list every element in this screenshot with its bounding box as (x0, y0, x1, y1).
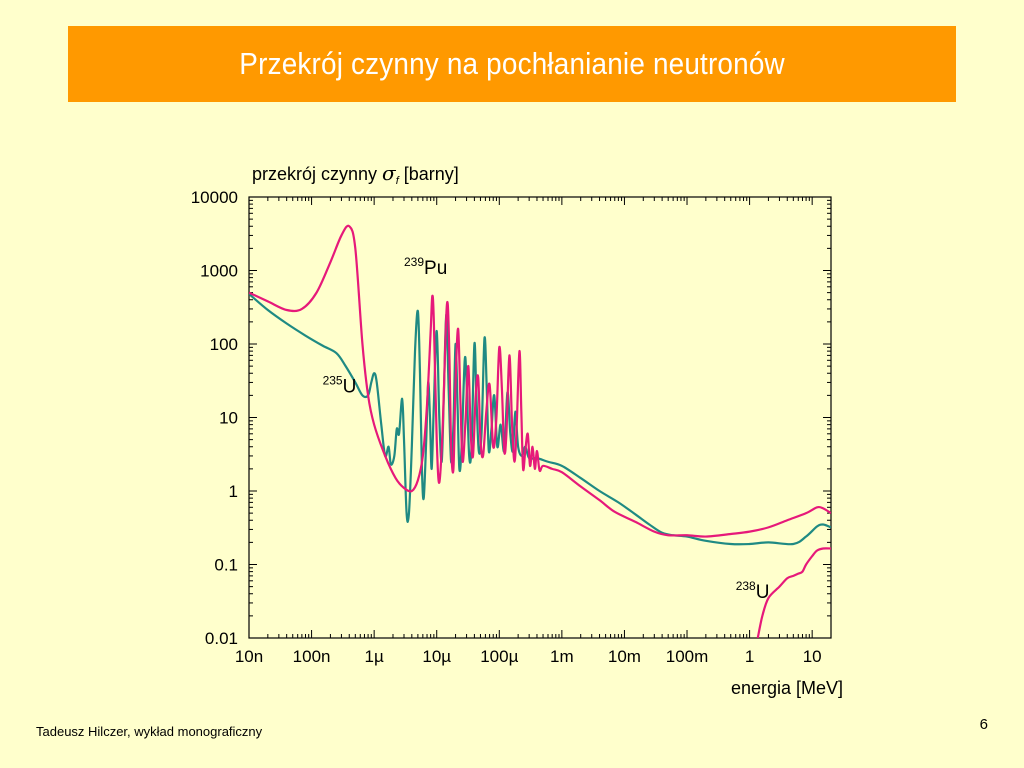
x-tick-label: 10 (803, 647, 822, 666)
series-line-u238 (756, 547, 831, 638)
title-bar: Przekrój czynny na pochłanianie neutronó… (68, 26, 956, 102)
x-tick-label: 100n (293, 647, 331, 666)
y-axis-label: przekrój czynny σf [barny] (252, 161, 459, 187)
x-tick-label: 10m (608, 647, 641, 666)
y-tick-label: 1000 (200, 262, 238, 281)
x-axis-label: energia [MeV] (731, 678, 843, 698)
y-tick-label: 0.01 (205, 629, 238, 648)
x-tick-label: 100m (666, 647, 709, 666)
y-tick-label: 0.1 (214, 556, 238, 575)
page-number: 6 (979, 716, 988, 733)
series-label-pu239: 239Pu (404, 255, 447, 279)
y-tick-label: 10000 (191, 188, 238, 207)
x-tick-label: 10n (235, 647, 263, 666)
plot-frame (248, 196, 832, 639)
series-line-pu239 (249, 224, 831, 538)
series-label-u235: 235U (323, 373, 357, 397)
x-tick-label: 10µ (422, 647, 451, 666)
footer-author: Tadeusz Hilczer, wykład monograficzny (36, 724, 263, 739)
y-tick-label: 1 (229, 482, 238, 501)
x-tick-label: 1m (550, 647, 574, 666)
x-tick-label: 1µ (365, 647, 384, 666)
y-tick-label: 10 (219, 409, 238, 428)
x-tick-label: 100µ (480, 647, 518, 666)
series-group (249, 224, 831, 638)
y-tick-label: 100 (210, 335, 238, 354)
series-label-u238: 238U (736, 579, 770, 603)
x-tick-label: 1 (745, 647, 754, 666)
series-line-u235 (249, 293, 831, 546)
slide-title: Przekrój czynny na pochłanianie neutronó… (239, 46, 785, 81)
